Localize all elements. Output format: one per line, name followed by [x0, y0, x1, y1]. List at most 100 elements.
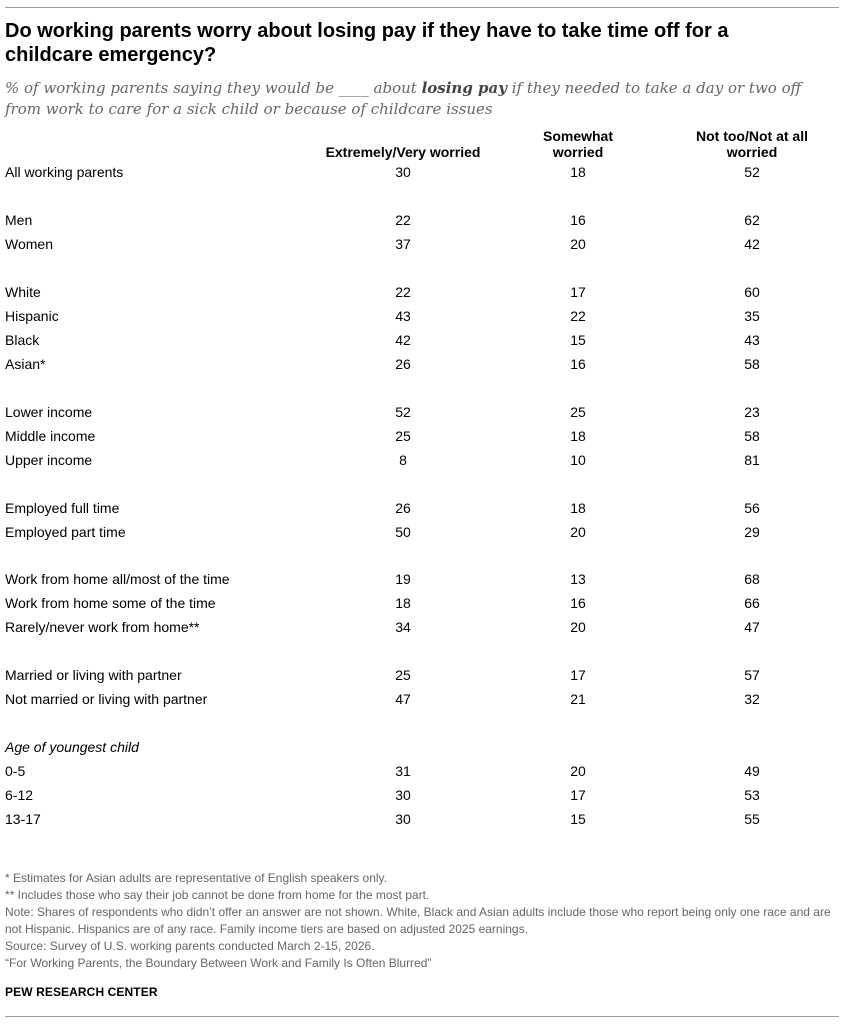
- row-label: Women: [5, 236, 53, 252]
- cell-value: 30: [395, 811, 411, 827]
- cell-value: 47: [744, 619, 760, 635]
- row-label: Men: [5, 212, 33, 228]
- cell-value: 18: [570, 164, 586, 180]
- cell-value: 17: [570, 787, 586, 803]
- table-row: Men 22 16 62: [0, 208, 845, 232]
- table-row: Black 42 15 43: [0, 328, 845, 352]
- cell-value: 10: [570, 452, 586, 468]
- cell-value: 29: [744, 524, 760, 540]
- brand-logo-text: PEW RESEARCH CENTER: [5, 985, 158, 999]
- group-heading: Age of youngest child: [0, 735, 845, 759]
- cell-value: 47: [395, 691, 411, 707]
- cell-value: 58: [744, 428, 760, 444]
- column-header-very-worried: Extremely/Very worried: [325, 144, 481, 160]
- row-label: Age of youngest child: [5, 739, 139, 755]
- cell-value: 22: [395, 284, 411, 300]
- cell-value: 35: [744, 308, 760, 324]
- cell-value: 56: [744, 500, 760, 516]
- column-header-not-worried: Not too/Not at all worried: [696, 128, 808, 160]
- row-label: Upper income: [5, 452, 93, 468]
- row-label: All working parents: [5, 164, 124, 180]
- cell-value: 20: [570, 236, 586, 252]
- table-row: Rarely/never work from home** 34 20 47: [0, 615, 845, 639]
- bottom-rule: [5, 1016, 839, 1017]
- cell-value: 52: [395, 404, 411, 420]
- row-label: Black: [5, 332, 40, 348]
- cell-value: 49: [744, 763, 760, 779]
- cell-value: 26: [395, 500, 411, 516]
- footnote-asian: * Estimates for Asian adults are represe…: [5, 871, 387, 885]
- cell-value: 81: [744, 452, 760, 468]
- footnote-report: “For Working Parents, the Boundary Betwe…: [5, 956, 432, 970]
- cell-value: 15: [570, 332, 586, 348]
- row-label: Middle income: [5, 428, 96, 444]
- cell-value: 32: [744, 691, 760, 707]
- cell-value: 26: [395, 356, 411, 372]
- table-row: Upper income 8 10 81: [0, 448, 845, 472]
- top-rule: [5, 7, 839, 8]
- cell-value: 37: [395, 236, 411, 252]
- cell-value: 16: [570, 356, 586, 372]
- footnotes: * Estimates for Asian adults are represe…: [5, 870, 835, 972]
- table-row: Middle income 25 18 58: [0, 424, 845, 448]
- cell-value: 58: [744, 356, 760, 372]
- cell-value: 43: [744, 332, 760, 348]
- cell-value: 55: [744, 811, 760, 827]
- row-label: Work from home some of the time: [5, 595, 216, 611]
- cell-value: 15: [570, 811, 586, 827]
- row-label: 13-17: [5, 811, 41, 827]
- cell-value: 19: [395, 571, 411, 587]
- row-label: Rarely/never work from home**: [5, 619, 200, 635]
- subtitle-pre: % of working parents saying they would b…: [5, 79, 422, 97]
- cell-value: 42: [395, 332, 411, 348]
- table-row: Lower income 52 25 23: [0, 400, 845, 424]
- table-row: 13-17 30 15 55: [0, 807, 845, 831]
- cell-value: 57: [744, 667, 760, 683]
- table-row: Not married or living with partner 47 21 32: [0, 687, 845, 711]
- table-row: Married or living with partner 25 17 57: [0, 663, 845, 687]
- cell-value: 25: [395, 428, 411, 444]
- cell-value: 8: [399, 452, 407, 468]
- cell-value: 18: [395, 595, 411, 611]
- subtitle-emphasis: losing pay: [421, 79, 507, 97]
- cell-value: 18: [570, 500, 586, 516]
- cell-value: 68: [744, 571, 760, 587]
- row-label: White: [5, 284, 41, 300]
- table-row: Women 37 20 42: [0, 232, 845, 256]
- chart-title: Do working parents worry about losing pa…: [5, 20, 729, 66]
- cell-value: 23: [744, 404, 760, 420]
- table-row: Employed part time 50 20 29: [0, 520, 845, 544]
- row-label: 0-5: [5, 763, 26, 779]
- cell-value: 20: [570, 763, 586, 779]
- row-label: Not married or living with partner: [5, 691, 208, 707]
- cell-value: 43: [395, 308, 411, 324]
- cell-value: 16: [570, 595, 586, 611]
- cell-value: 16: [570, 212, 586, 228]
- cell-value: 62: [744, 212, 760, 228]
- cell-value: 30: [395, 787, 411, 803]
- row-label: Employed part time: [5, 524, 126, 540]
- cell-value: 52: [744, 164, 760, 180]
- footnote-note: Note: Shares of respondents who didn’t o…: [5, 905, 831, 936]
- cell-value: 22: [570, 308, 586, 324]
- cell-value: 20: [570, 524, 586, 540]
- cell-value: 17: [570, 667, 586, 683]
- table-row: Hispanic 43 22 35: [0, 304, 845, 328]
- cell-value: 21: [570, 691, 586, 707]
- subtitle-post: if they needed to take a day or two off …: [5, 79, 802, 118]
- cell-value: 30: [395, 164, 411, 180]
- cell-value: 13: [570, 571, 586, 587]
- footnote-wfh: ** Includes those who say their job cann…: [5, 888, 430, 902]
- row-label: Work from home all/most of the time: [5, 571, 230, 587]
- row-label: Married or living with partner: [5, 667, 182, 683]
- cell-value: 25: [395, 667, 411, 683]
- row-label: Asian*: [5, 356, 46, 372]
- cell-value: 60: [744, 284, 760, 300]
- column-header-somewhat-worried: Somewhat worried: [542, 128, 613, 160]
- table-row: Employed full time 26 18 56: [0, 496, 845, 520]
- cell-value: 34: [395, 619, 411, 635]
- cell-value: 20: [570, 619, 586, 635]
- chart-subtitle: % of working parents saying they would b…: [5, 78, 835, 120]
- cell-value: 18: [570, 428, 586, 444]
- table-row: White 22 17 60: [0, 280, 845, 304]
